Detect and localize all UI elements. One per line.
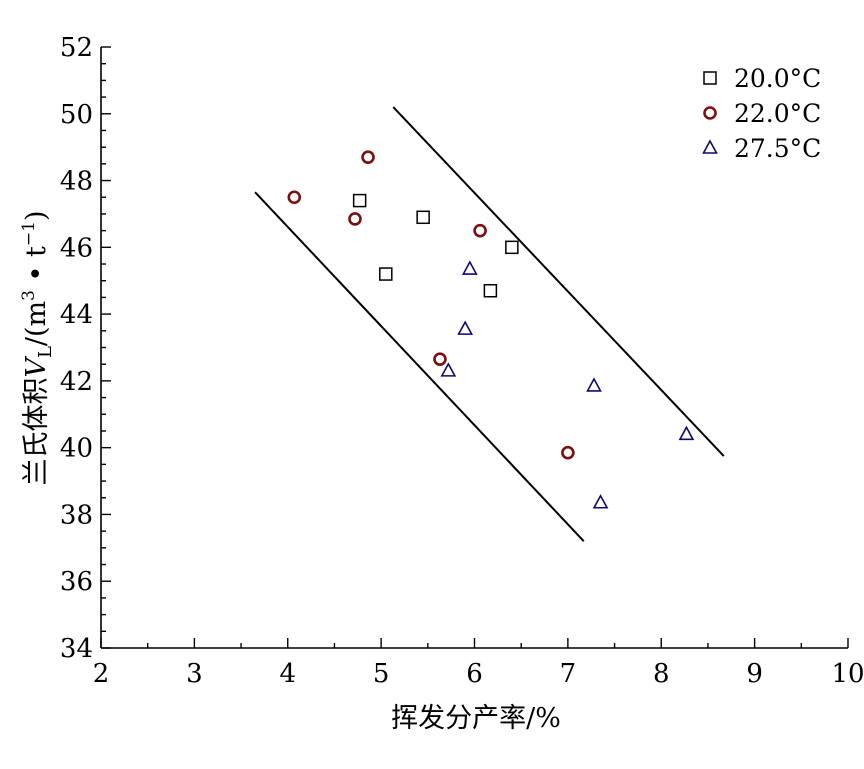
x-tick-label: 8 <box>653 659 670 689</box>
x-tick-label: 3 <box>186 659 203 689</box>
y-axis-title: 兰氏体积VL/(m3 • t−1) <box>19 210 56 485</box>
boundary-line <box>254 191 585 542</box>
x-tick-label: 10 <box>831 659 864 689</box>
x-axis-title: 挥发分产率/% <box>391 703 561 734</box>
data-point-circle <box>433 352 447 366</box>
data-point-circle <box>473 223 487 238</box>
legend-marker-triangle <box>702 139 718 154</box>
y-tick-label: 42 <box>60 367 93 397</box>
y-tick-label: 48 <box>60 167 93 197</box>
legend: 20.0°C 22.0°C 27.5°C <box>702 64 821 163</box>
y-tick-label: 52 <box>60 33 93 63</box>
x-tick-label: 4 <box>279 659 296 689</box>
data-point-circle <box>561 445 575 460</box>
data-point-triangle <box>457 320 474 335</box>
x-tick-label: 2 <box>93 659 110 689</box>
boundary-line <box>392 106 725 457</box>
legend-label: 27.5°C <box>734 134 821 163</box>
axis-ticks <box>100 46 849 649</box>
y-tick-label: 36 <box>60 567 93 597</box>
x-tick-label: 6 <box>466 659 483 689</box>
x-tick-label: 9 <box>746 659 763 689</box>
y-tick-label: 34 <box>60 634 93 664</box>
y-tick-label: 40 <box>60 434 93 464</box>
x-tick-label: 5 <box>373 659 390 689</box>
data-point-circle <box>361 150 375 164</box>
data-point-square <box>505 240 519 255</box>
y-tick-label: 44 <box>60 300 93 330</box>
boundary-lines <box>254 106 725 542</box>
legend-label: 20.0°C <box>734 64 821 93</box>
x-tick-label: 7 <box>560 659 577 689</box>
data-point-square <box>483 283 498 298</box>
data-point-triangle <box>461 260 478 275</box>
data-point-square <box>416 210 430 225</box>
data-point-triangle <box>440 362 457 377</box>
data-point-circle <box>348 212 362 226</box>
data-point-square <box>379 267 393 281</box>
data-point-triangle <box>592 494 609 509</box>
y-tick-label: 38 <box>60 500 93 530</box>
data-point-triangle <box>678 425 695 441</box>
legend-marker-circle <box>703 106 717 120</box>
y-tick-label: 50 <box>60 100 93 130</box>
data-point-circle <box>287 190 302 205</box>
legend-marker-square <box>703 71 717 85</box>
legend-label: 22.0°C <box>734 99 821 128</box>
data-point-triangle <box>586 377 602 392</box>
y-tick-label: 46 <box>60 233 93 263</box>
data-points <box>287 150 695 509</box>
data-point-square <box>352 193 367 208</box>
